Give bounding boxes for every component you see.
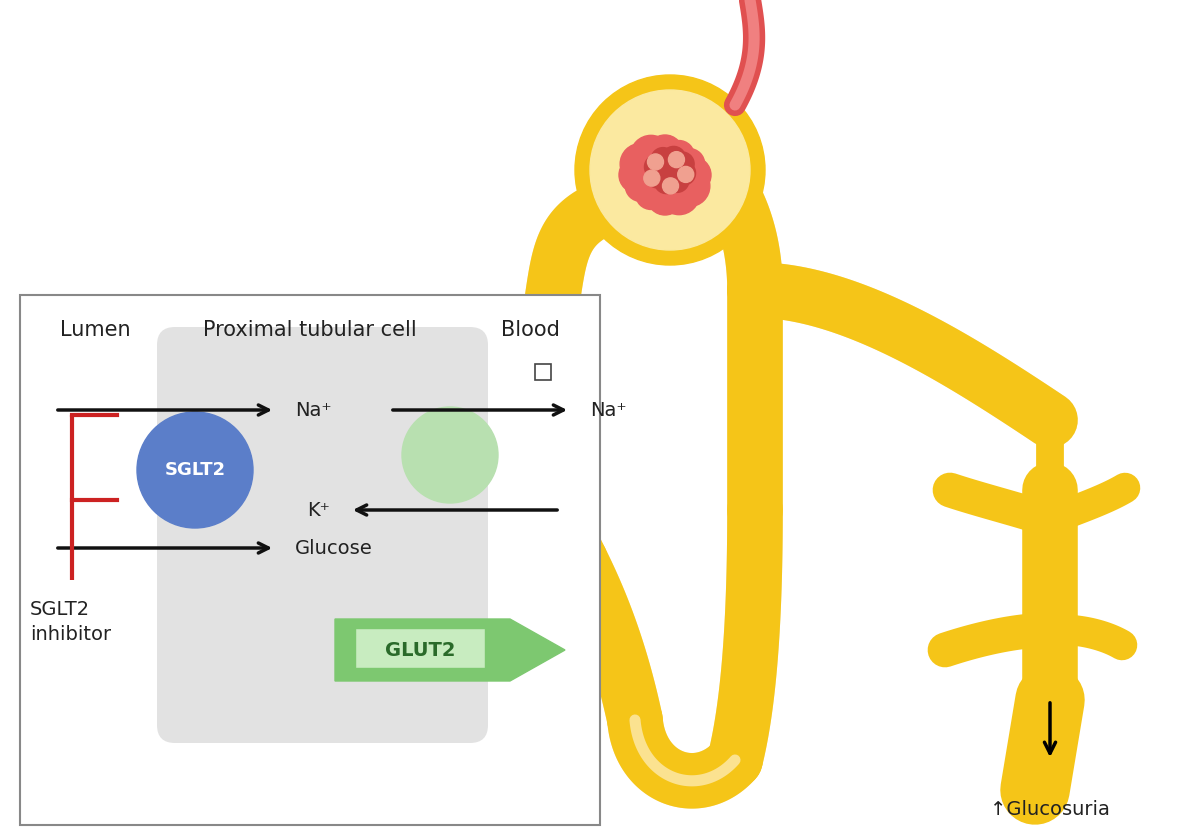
Circle shape [650,148,674,172]
Circle shape [674,157,710,193]
Circle shape [654,170,678,194]
Circle shape [620,144,661,184]
Circle shape [644,170,660,186]
Circle shape [668,165,710,207]
Circle shape [647,179,683,215]
Circle shape [668,151,684,168]
Circle shape [661,146,685,170]
Circle shape [619,157,655,193]
Circle shape [647,135,683,171]
Text: ↑Glucosuria: ↑Glucosuria [990,800,1110,819]
FancyArrow shape [335,619,565,681]
Bar [355,628,485,668]
Circle shape [625,170,656,201]
Circle shape [662,178,678,194]
Circle shape [648,154,664,170]
Circle shape [575,75,766,265]
Circle shape [402,407,498,503]
Text: K⁺: K⁺ [307,500,330,519]
Circle shape [590,90,750,250]
Text: Na⁺: Na⁺ [295,401,331,420]
Circle shape [630,135,672,176]
Text: Glucose: Glucose [295,538,373,558]
Circle shape [644,155,668,179]
Circle shape [670,152,694,176]
Circle shape [659,174,700,214]
Circle shape [672,161,696,185]
Bar [535,364,551,380]
Circle shape [678,166,694,183]
Circle shape [137,412,253,528]
Circle shape [636,179,666,209]
Text: Lumen: Lumen [60,320,131,340]
Text: Proximal tubular cell: Proximal tubular cell [203,320,416,340]
Text: SGLT2: SGLT2 [30,600,90,619]
Circle shape [664,140,695,171]
Bar [20,295,600,825]
Text: GLUT2: GLUT2 [385,641,455,660]
Text: SGLT2: SGLT2 [164,461,226,479]
Circle shape [646,164,670,188]
Circle shape [674,149,704,179]
FancyBboxPatch shape [157,327,488,743]
Text: Blood: Blood [500,320,559,340]
Circle shape [665,169,689,193]
Text: Na⁺: Na⁺ [590,401,626,420]
Text: inhibitor: inhibitor [30,625,112,644]
